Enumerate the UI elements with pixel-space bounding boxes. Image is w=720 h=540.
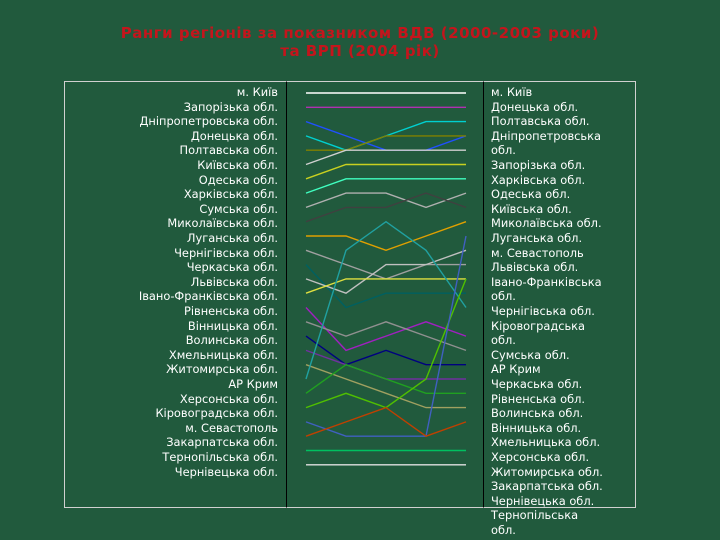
left-rank-label: Запорізька обл. bbox=[183, 99, 278, 114]
left-rank-label: Івано-Франківська обл. bbox=[138, 289, 278, 304]
left-ranking-panel bbox=[64, 81, 286, 508]
left-rank-label: Херсонська обл. bbox=[179, 391, 278, 406]
chart-title-line-2: та ВРП (2004 рік) bbox=[280, 42, 440, 60]
right-rank-label: Хмельницька обл. bbox=[491, 435, 601, 450]
left-rank-label: Вінницька обл. bbox=[187, 318, 278, 333]
rank-series-line bbox=[305, 364, 466, 409]
right-rank-label: Херсонська обл. bbox=[491, 450, 590, 464]
left-rank-label: Дніпропетровська обл. bbox=[139, 114, 278, 129]
right-rank-label: Чернігівська обл. bbox=[491, 304, 595, 318]
right-rank-label: Одеська обл. bbox=[491, 187, 571, 202]
right-rank-label: Полтавська обл. bbox=[491, 114, 590, 129]
rank-series-line bbox=[305, 163, 466, 180]
rank-series-line bbox=[305, 192, 467, 223]
left-rank-label: Полтавська обл. bbox=[179, 143, 279, 158]
right-rank-label: Закарпатська обл. bbox=[491, 479, 603, 494]
left-rank-label: Донецька обл. bbox=[190, 128, 278, 143]
right-rank-label: Черкаська обл. bbox=[491, 377, 583, 391]
rank-series-line bbox=[305, 321, 467, 352]
left-rank-label: Хмельницька обл. bbox=[168, 347, 278, 362]
rank-series-line bbox=[306, 135, 466, 151]
right-rank-label: Київська обл. bbox=[491, 201, 572, 216]
chart-title: Ранги регіонів за показником ВДВ (2000-2… bbox=[0, 24, 720, 60]
right-rank-label: Кіровоградська обл. bbox=[491, 318, 586, 348]
rank-series-line bbox=[305, 406, 467, 437]
left-rank-label: Житомирська обл. bbox=[166, 362, 278, 377]
rank-series-line bbox=[305, 249, 467, 294]
left-rank-label: Волинська обл. bbox=[185, 333, 278, 348]
chart-title-line-1: Ранги регіонів за показником ВДВ (2000-2… bbox=[120, 24, 600, 42]
right-rank-label: Дніпропетровська обл. bbox=[491, 128, 601, 158]
left-rank-label: Сумська обл. bbox=[199, 201, 278, 216]
right-rank-label: Луганська обл. bbox=[491, 231, 583, 245]
rank-series-line bbox=[305, 178, 466, 194]
rank-lines-panel bbox=[286, 81, 484, 508]
rank-series-line bbox=[305, 278, 466, 294]
rank-series-line bbox=[305, 307, 467, 352]
right-rank-label: Запорізька обл. bbox=[491, 158, 586, 172]
left-rank-label: Черкаська обл. bbox=[186, 260, 278, 275]
left-rank-label: Миколаївська обл. bbox=[167, 216, 278, 231]
left-rank-label: м. Севастополь bbox=[185, 420, 278, 435]
left-rank-label: Київська обл. bbox=[197, 158, 278, 172]
right-ranking-panel bbox=[484, 81, 636, 508]
left-rank-label: Чернівецька обл. bbox=[174, 464, 278, 479]
right-rank-label: м. Київ bbox=[491, 85, 533, 99]
rank-series-line bbox=[305, 149, 466, 166]
right-rank-label: м. Севастополь bbox=[491, 245, 584, 260]
right-rank-label: Тернопільська обл. bbox=[491, 508, 579, 537]
right-rank-label: Сумська обл. bbox=[491, 347, 570, 362]
rank-series-line bbox=[305, 220, 467, 380]
left-rank-label: Львівська обл. bbox=[190, 274, 278, 289]
right-rank-label: Харківська обл. bbox=[491, 172, 586, 187]
rank-series-line bbox=[305, 363, 466, 394]
left-rank-label: Закарпатська обл. bbox=[166, 435, 278, 450]
left-rank-label: Луганська обл. bbox=[186, 231, 278, 245]
right-rank-label: Миколаївська обл. bbox=[491, 216, 602, 231]
rank-series-line bbox=[305, 192, 467, 209]
left-rank-label: АР Крим bbox=[228, 377, 278, 391]
right-rank-label: Рівненська обл. bbox=[491, 391, 586, 406]
rank-series-line bbox=[305, 278, 467, 409]
rank-series-line bbox=[305, 235, 467, 437]
left-rank-label: Рівненська обл. bbox=[183, 304, 278, 318]
left-rank-label: Кіровоградська обл. bbox=[155, 406, 278, 421]
right-rank-label: Донецька обл. bbox=[491, 99, 579, 114]
left-rank-label: Харківська обл. bbox=[183, 187, 278, 202]
right-rank-label: Вінницька обл. bbox=[491, 420, 582, 435]
left-rank-label: Чернігівська обл. bbox=[174, 245, 278, 260]
rank-series-line bbox=[305, 335, 466, 366]
right-rank-label: Львівська обл. bbox=[491, 260, 579, 275]
left-rank-label: Тернопільська обл. bbox=[162, 450, 278, 464]
left-rank-label: Одеська обл. bbox=[198, 172, 278, 187]
right-rank-label: Житомирська обл. bbox=[491, 464, 603, 479]
rank-change-lines bbox=[305, 92, 467, 466]
left-rank-label: м. Київ bbox=[236, 85, 278, 99]
right-rank-label: Чернівецька обл. bbox=[491, 493, 595, 508]
rank-series-line bbox=[306, 221, 467, 252]
right-rank-label: Івано-Франківська обл. bbox=[491, 274, 602, 304]
right-rank-label: Волинська обл. bbox=[491, 406, 584, 421]
right-rank-label: АР Крим bbox=[491, 362, 541, 377]
